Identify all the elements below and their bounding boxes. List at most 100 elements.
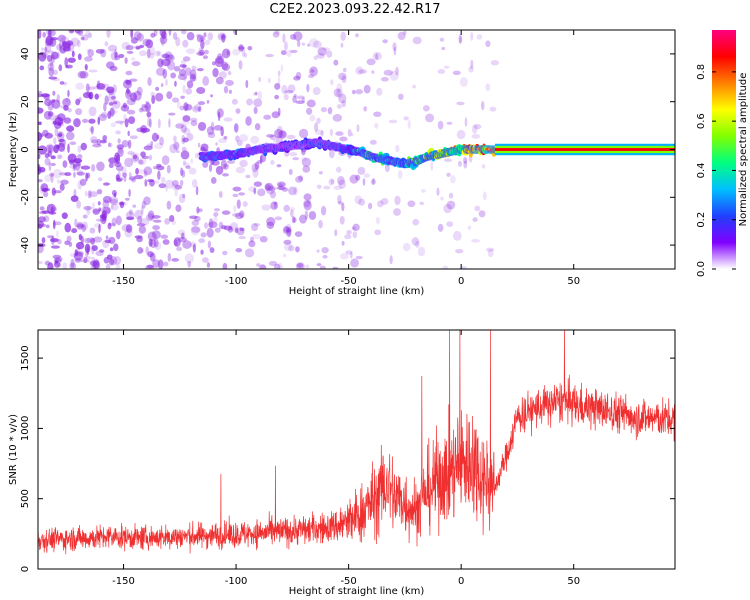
speckle-dot [64,222,72,233]
speckle-dot [458,33,462,44]
speckle-dot [335,166,342,173]
speckle-dot [44,98,53,107]
speckle-dot [439,37,445,42]
speckle-dot [57,142,66,152]
speckle-dot [238,236,247,240]
speckle-dot [259,155,263,165]
speckle-dot [295,71,302,80]
speckle-dot [362,178,366,186]
speckle-dot [56,179,61,184]
speckle-dot [251,222,259,232]
speckle-dot [207,240,212,249]
speckle-dot [131,152,140,157]
speckle-dot [206,227,214,238]
speckle-dot [113,101,118,105]
speckle-dot [110,51,119,61]
speckle-dot [171,183,180,191]
speckle-dot [308,210,317,220]
speckle-dot [296,40,301,48]
speckle-dot [177,73,188,81]
speckle-dot [215,76,224,85]
speckle-dot [277,262,284,269]
speckle-dot [277,107,281,116]
speckle-dot [46,144,52,154]
speckle-dot [108,101,114,106]
speckle-dot [81,221,88,231]
speckle-dot [122,172,127,178]
speckle-dot [273,201,278,205]
speckle-dot [95,250,104,257]
speckle-dot [113,243,119,252]
speckle-dot [276,125,283,136]
speckle-dot [150,32,156,38]
speckle-dot [363,173,370,178]
speckle-dot [44,42,52,53]
speckle-dot [110,95,116,100]
speckle-dot [286,226,292,237]
y-tick-label: 1000 [20,416,31,441]
speckle-dot [301,97,305,103]
y-tick-label: 20 [20,95,31,108]
speckle-dot [190,120,198,127]
speckle-dot [190,158,194,164]
speckle-dot [223,163,229,170]
speckle-dot [72,163,78,168]
speckle-dot [159,30,167,38]
snr-series-line [38,330,675,555]
speckle-dot [131,178,136,183]
speckle-dot [218,191,223,198]
speckle-dot [122,102,128,109]
speckle-dot [130,30,134,39]
speckle-dot [82,214,88,219]
speckle-dot [339,136,348,142]
speckle-dot [283,204,290,212]
speckle-dot [392,42,397,52]
speckle-dot [47,30,52,38]
speckle-dot [374,122,379,129]
speckle-dot [487,248,494,258]
speckle-dot [57,133,63,138]
speckle-dot [425,113,435,123]
speckle-dot [118,53,125,59]
colorbar-tick-label: 0.8 [696,64,707,80]
speckle-dot [210,121,215,131]
speckle-dot [147,210,155,220]
speckle-dot [430,160,434,171]
speckle-dot [86,206,91,216]
speckle-dot [175,123,184,129]
speckle-dot [443,203,452,214]
speckle-dot [181,146,187,152]
speckle-dot [217,53,223,60]
speckle-dot [189,215,198,220]
speckle-dot [299,214,307,224]
speckle-dot [273,263,281,269]
speckle-dot [146,111,152,118]
speckle-dot [281,84,288,95]
speckle-dot [215,142,218,146]
speckle-dot [355,174,361,181]
speckle-dot [284,41,288,51]
speckle-dot [270,201,279,210]
speckle-dot [91,139,99,144]
speckle-dot [80,165,84,170]
speckle-dot [88,118,96,124]
speckle-dot [44,174,52,182]
speckle-dot [50,173,54,183]
speckle-dot [474,205,481,212]
speckle-dot [468,66,474,73]
speckle-dot [257,188,266,197]
speckle-dot [191,226,201,233]
speckle-dot [192,75,198,82]
speckle-dot [366,58,376,66]
speckle-dot [148,238,153,247]
speckle-dot [133,45,144,49]
speckle-dot [78,233,82,241]
speckle-dot [199,36,206,42]
speckle-dot [126,216,135,221]
speckle-dot [373,111,382,118]
y-tick-label: 500 [20,489,31,508]
speckle-dot [115,215,122,226]
speckle-dot [301,157,308,161]
speckle-dot [114,51,118,58]
speckle-dot [47,262,54,269]
